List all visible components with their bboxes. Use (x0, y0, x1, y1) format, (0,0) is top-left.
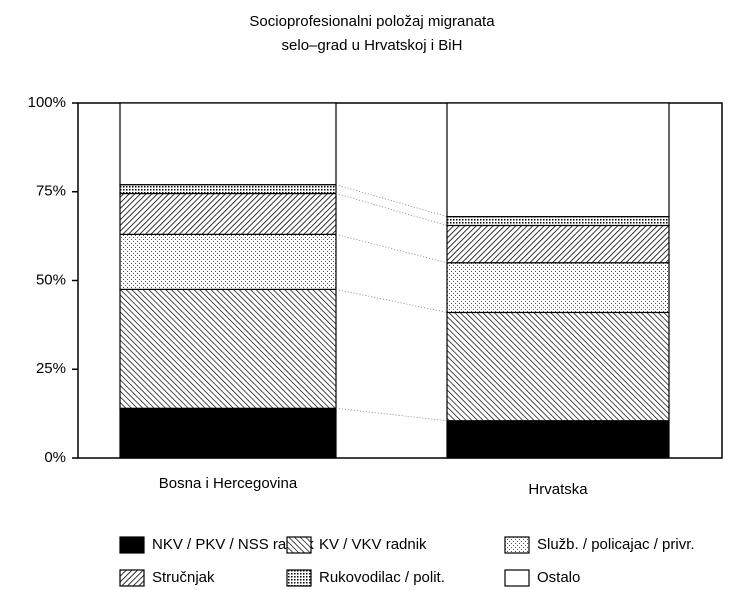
bar-segment (119, 192, 337, 235)
bar-segment (119, 102, 337, 186)
y-tick-label: 75% (36, 183, 66, 200)
connector (335, 407, 448, 422)
bar-segment (119, 184, 337, 195)
connector (335, 184, 448, 217)
x-tick-label: Bosna i Hercegovina (159, 475, 298, 492)
legend-swatch (286, 569, 312, 587)
legend-label: NKV / PKV / NSS radnik (152, 536, 314, 553)
y-tick-label: 0% (44, 449, 66, 466)
legend-swatch (504, 536, 530, 554)
bar-segment (446, 420, 670, 459)
bar-segment (446, 102, 670, 218)
y-tick-label: 25% (36, 360, 66, 377)
bar-segment (446, 311, 670, 422)
legend-label: KV / VKV radnik (319, 536, 427, 553)
bar-segment (446, 216, 670, 227)
bar-segment (446, 224, 670, 264)
legend-label: Rukovodilac / polit. (319, 569, 445, 586)
bar-segment (119, 233, 337, 290)
legend-label: Stručnjak (152, 569, 215, 586)
legend-swatch (119, 569, 145, 587)
bar-segment (119, 288, 337, 409)
x-tick-label: Hrvatska (528, 481, 588, 498)
connector (335, 193, 448, 226)
legend-swatch (286, 536, 312, 554)
connector (335, 233, 448, 264)
y-tick-label: 50% (36, 271, 66, 288)
legend-label: Ostalo (537, 569, 580, 586)
connector (335, 288, 448, 313)
bar-segment (119, 407, 337, 459)
legend-swatch (504, 569, 530, 587)
legend-swatch (119, 536, 145, 554)
y-tick-label: 100% (28, 94, 66, 111)
bar-segment (446, 262, 670, 314)
chart-title: selo–grad u Hrvatskoj i BiH (282, 37, 463, 54)
chart-title: Socioprofesionalni položaj migranata (249, 13, 495, 30)
legend-label: Služb. / policajac / privr. (537, 536, 695, 553)
